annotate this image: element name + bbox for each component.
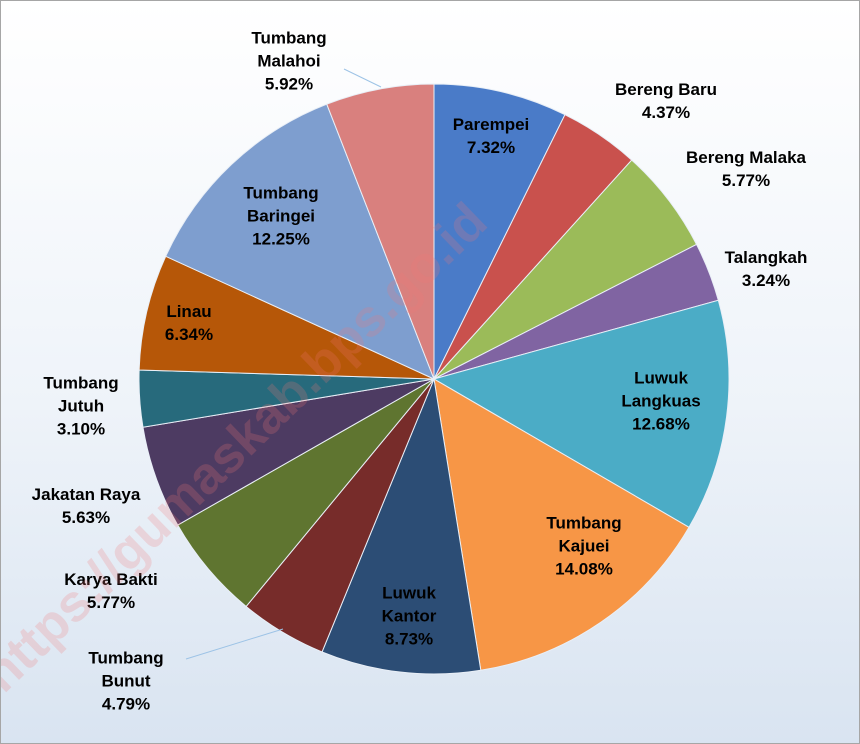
slice-label: Tumbang Bunut 4.79% <box>81 647 171 716</box>
value-label: 5.92% <box>264 74 314 94</box>
value-label: 3.10% <box>56 419 106 439</box>
value-label: 6.34% <box>164 325 214 344</box>
value-label: 7.32% <box>466 138 516 157</box>
slice-label: Luwuk Kantor 8.73% <box>369 582 449 651</box>
value-label: 4.37% <box>641 103 691 122</box>
leader-line <box>343 68 382 88</box>
slice <box>433 83 566 380</box>
slice <box>165 103 435 380</box>
slice-label: Bereng Malaka 5.77% <box>661 146 831 192</box>
category-label: Jakatan Raya <box>31 485 141 504</box>
leader-line <box>185 628 284 660</box>
category-label: Tumbang Kajuei <box>546 513 622 556</box>
slice <box>433 378 690 671</box>
slice-label: Karya Bakti 5.77% <box>31 568 191 614</box>
slice-label: Luwuk Langkuas 12.68% <box>606 367 716 436</box>
value-label: 5.63% <box>61 508 111 527</box>
category-label: Tumbang Baringei <box>243 183 319 226</box>
value-label: 3.24% <box>741 271 791 290</box>
category-label: Linau <box>166 302 212 321</box>
category-label: Luwuk Kantor <box>381 583 437 626</box>
value-label: 14.08% <box>555 559 613 579</box>
category-label: Karya Bakti <box>64 570 158 589</box>
value-label: 12.25% <box>252 229 310 249</box>
category-label: Tumbang Bunut <box>88 648 164 691</box>
value-label: 4.79% <box>101 694 151 714</box>
value-label: 5.77% <box>721 171 771 190</box>
slice-label: Jakatan Raya 5.63% <box>6 483 166 529</box>
slice <box>432 299 730 528</box>
category-label: Parempei <box>452 115 530 134</box>
slice <box>138 255 435 380</box>
category-label: Tumbang Malahoi <box>251 28 327 71</box>
slice-label: Tumbang Malahoi 5.92% <box>244 27 334 96</box>
slice-label: Tumbang Kajuei 14.08% <box>534 512 634 581</box>
category-label: Tumbang Jutuh <box>43 373 119 416</box>
category-label: Bereng Malaka <box>686 148 806 167</box>
slice-label: Bereng Baru 4.37% <box>586 78 746 124</box>
slice-label: Parempei 7.32% <box>446 113 536 159</box>
category-label: Luwuk Langkuas <box>621 368 701 411</box>
category-label: Talangkah <box>724 248 808 267</box>
slice <box>326 83 435 380</box>
slice-label: Tumbang Baringei 12.25% <box>231 182 331 251</box>
slice-label: Talangkah 3.24% <box>701 246 831 292</box>
value-label: 5.77% <box>86 593 136 612</box>
value-label: 8.73% <box>384 629 434 649</box>
slice <box>321 377 482 675</box>
slice-label: Linau 6.34% <box>144 300 234 346</box>
value-label: 12.68% <box>632 414 690 434</box>
slice-label: Tumbang Jutuh 3.10% <box>31 372 131 441</box>
category-label: Bereng Baru <box>614 80 718 99</box>
